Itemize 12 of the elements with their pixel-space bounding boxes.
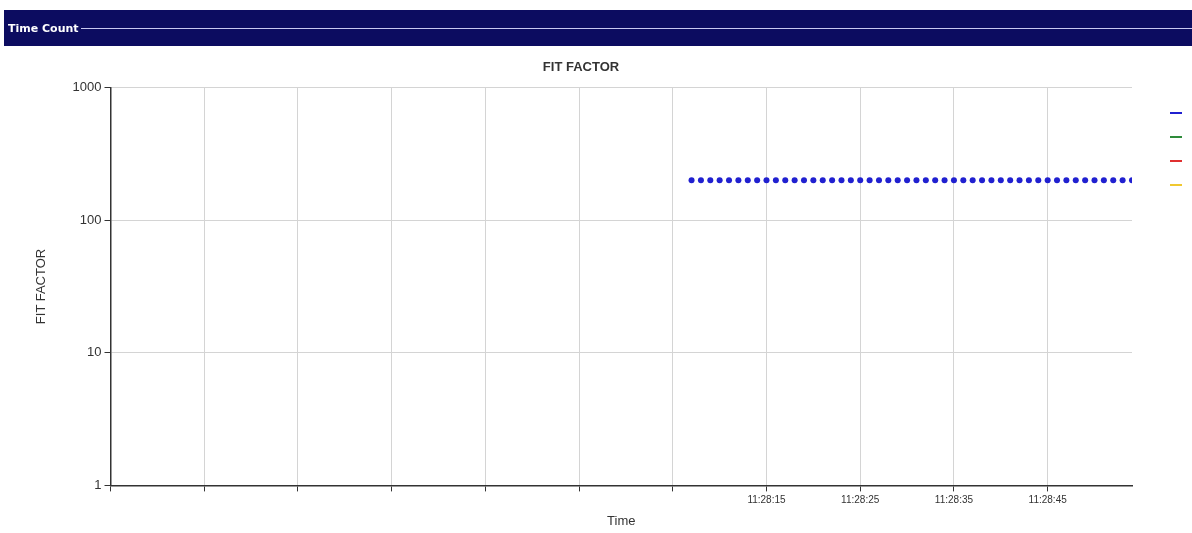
- x-tick-label: 11:28:15: [747, 494, 787, 506]
- y-tick-label: 10: [87, 344, 102, 360]
- text: Time Count: [7, 21, 79, 35]
- x-tick-label: 11:28:45: [1028, 494, 1068, 506]
- y-axis-title: FIT FACTOR: [33, 248, 49, 325]
- x-tick-label: 11:28:25: [841, 494, 880, 506]
- y-tick-label: 1: [94, 476, 102, 492]
- y-tick-label: 1000: [72, 79, 102, 95]
- y-tick-label: 100: [79, 211, 102, 227]
- chart-title: FIT FACTOR: [542, 59, 620, 75]
- x-axis-title: Time: [607, 512, 636, 528]
- x-tick-label: 11:28:35: [934, 494, 974, 506]
